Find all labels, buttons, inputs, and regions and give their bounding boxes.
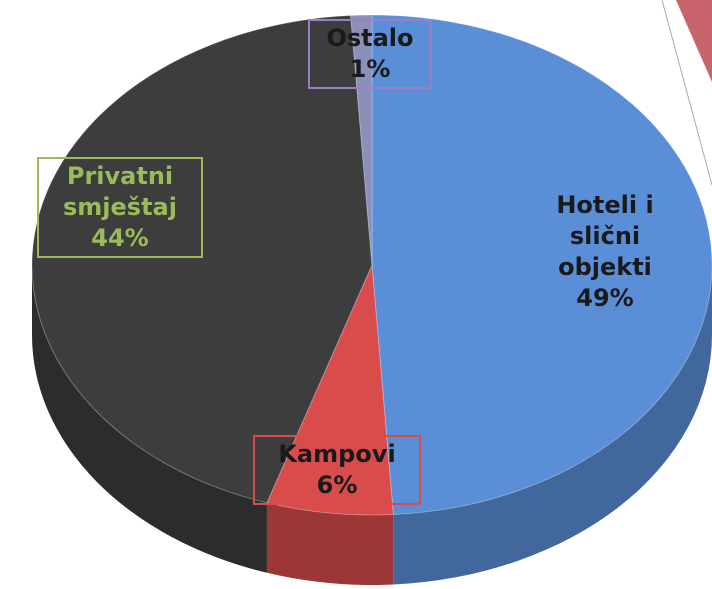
value-label: 1% xyxy=(349,55,391,83)
decoration xyxy=(661,0,712,186)
data-label: Kampovi 6% xyxy=(253,435,421,505)
pie-slice xyxy=(350,14,373,266)
category-label: Hoteli i slični objekti xyxy=(556,191,654,281)
pie-tops xyxy=(31,14,712,516)
pie-sides xyxy=(32,265,712,585)
category-label: Kampovi xyxy=(278,440,396,468)
value-label: 44% xyxy=(91,224,149,252)
value-label: 6% xyxy=(316,471,358,499)
pie-side xyxy=(393,265,712,585)
data-label: Ostalo 1% xyxy=(308,19,432,89)
data-label: Hoteli i slični objekti 49% xyxy=(538,186,672,318)
value-label: 49% xyxy=(576,284,634,312)
pie-side xyxy=(32,265,267,573)
pie-side xyxy=(266,502,394,585)
decoration xyxy=(676,0,712,82)
category-label: Privatni smještaj xyxy=(63,162,177,221)
category-label: Ostalo xyxy=(326,24,414,52)
data-label: Privatni smještaj 44% xyxy=(37,157,203,258)
pie-slice xyxy=(31,14,373,504)
